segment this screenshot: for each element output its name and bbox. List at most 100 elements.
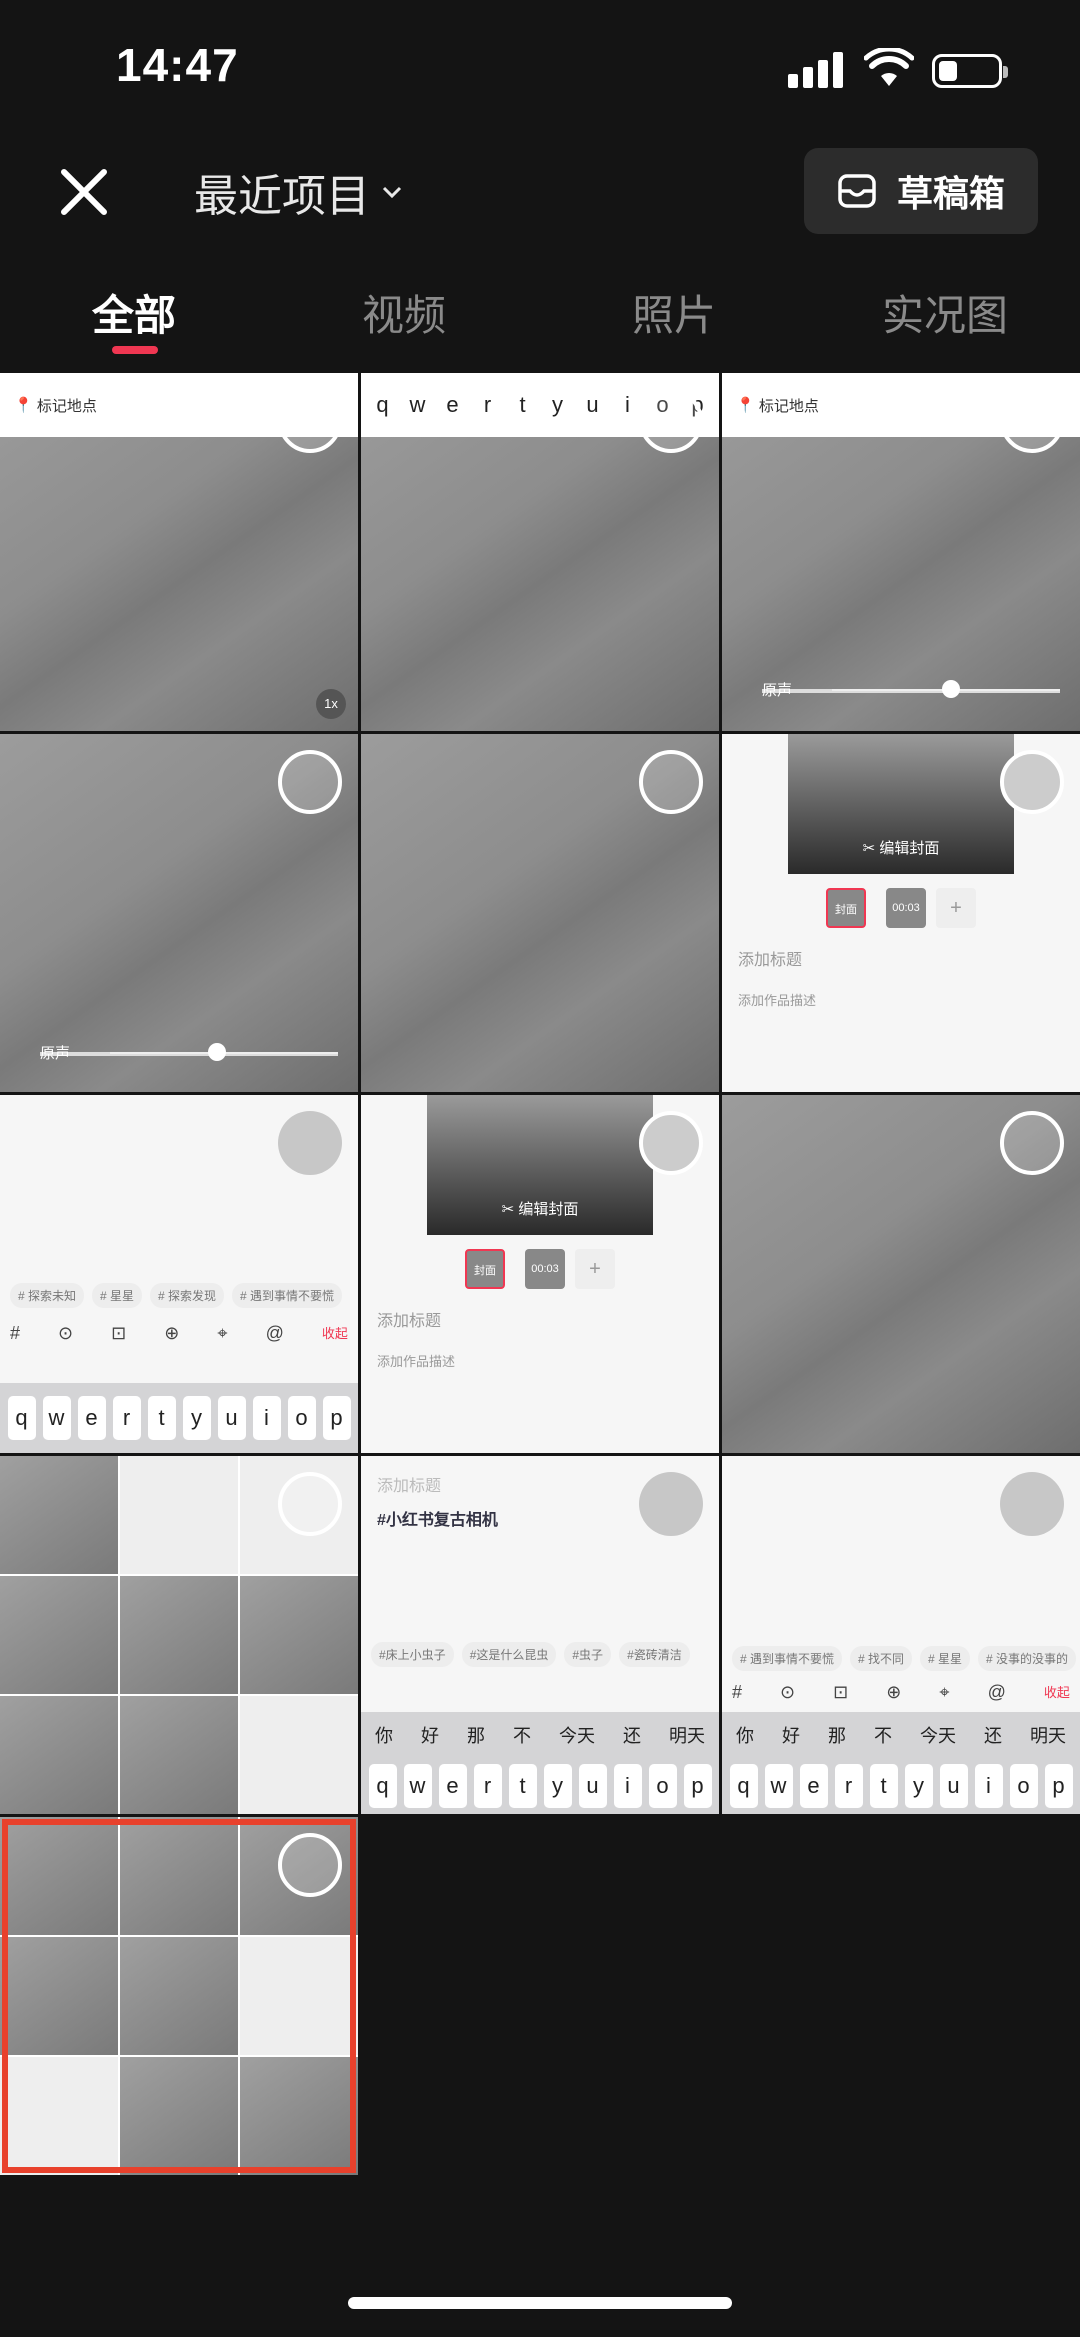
ime-candidate: 那	[467, 1726, 485, 1746]
tag-row: # 探索未知 # 星星 # 探索发现 # 遇到事情不要慌	[10, 1283, 343, 1308]
media-item[interactable]: q w e r t y u i o p	[361, 373, 719, 731]
key: y	[543, 383, 572, 427]
face-icon: ⊙	[58, 1323, 74, 1343]
select-circle[interactable]	[639, 750, 703, 814]
select-circle[interactable]	[639, 389, 703, 453]
select-circle[interactable]	[639, 1111, 703, 1175]
album-selector[interactable]: 最近项目	[194, 160, 404, 224]
media-item-highlighted[interactable]	[0, 1817, 358, 2175]
key: e	[77, 1396, 106, 1440]
media-item[interactable]	[722, 1095, 1080, 1453]
chevron-down-icon	[382, 186, 402, 199]
media-item[interactable]: 📍 标记地点 1x	[0, 373, 358, 731]
volume-slider: 原声	[40, 1043, 338, 1062]
key: w	[403, 383, 432, 427]
media-item[interactable]	[361, 734, 719, 1092]
editor-toolbar: # ⊙ ⊡ ⊕ ⌖ @ 收起	[732, 1682, 1070, 1703]
media-item[interactable]: # 探索未知 # 星星 # 探索发现 # 遇到事情不要慌 # ⊙ ⊡ ⊕ ⌖ @ 收起 q…	[0, 1095, 358, 1453]
key: t	[869, 1764, 898, 1808]
at-icon: @	[265, 1323, 284, 1343]
tab-photo[interactable]: 照片	[632, 292, 717, 339]
highlight-frame	[2, 1819, 356, 2173]
key: o	[287, 1396, 316, 1440]
select-circle[interactable]	[278, 1111, 342, 1175]
tag: #床上小虫子	[371, 1642, 454, 1667]
select-circle[interactable]	[278, 1472, 342, 1536]
ime-candidate: 明天	[1030, 1726, 1066, 1746]
key: y	[543, 1764, 572, 1808]
drafts-button[interactable]: 草稿箱	[804, 148, 1038, 234]
key: i	[613, 383, 642, 427]
tag: #这是什么昆虫	[461, 1642, 557, 1667]
key: o	[1009, 1764, 1038, 1808]
key: u	[578, 383, 607, 427]
ime-candidates: 你 好 那 不 今天 还 明天	[722, 1712, 1080, 1748]
media-item[interactable]: ✂ 编辑封面 封面 00:03 + 添加标题 添加作品描述	[361, 1095, 719, 1453]
key: e	[799, 1764, 828, 1808]
tag: # 星星	[920, 1646, 971, 1671]
ime-candidate: 不	[874, 1726, 892, 1746]
select-circle[interactable]	[278, 389, 342, 453]
ime-candidate: 今天	[920, 1726, 956, 1746]
media-item[interactable]: 原声	[0, 734, 358, 1092]
select-circle[interactable]	[1000, 750, 1064, 814]
key: i	[613, 1764, 642, 1808]
edit-cover-label: 编辑封面	[518, 1201, 579, 1218]
close-icon[interactable]	[56, 164, 112, 220]
tab-underline	[112, 346, 158, 354]
select-circle[interactable]	[278, 750, 342, 814]
ime-candidate: 不	[513, 1726, 531, 1746]
add-desc-label: 添加作品描述	[738, 993, 817, 1008]
location-label: 标记地点	[758, 397, 819, 415]
keyboard-row: q w e r t y u i o p	[722, 1758, 1080, 1814]
drafts-label: 草稿箱	[896, 173, 1005, 214]
key: u	[578, 1764, 607, 1808]
media-item[interactable]: ✂ 编辑封面 封面 00:03 + 添加标题 添加作品描述	[722, 734, 1080, 1092]
clip-thumb: 00:03	[886, 888, 926, 928]
select-circle[interactable]	[639, 1472, 703, 1536]
key: t	[508, 383, 537, 427]
tag: # 探索发现	[150, 1283, 225, 1308]
cellular-signal-icon	[788, 52, 843, 88]
edit-cover-label: 编辑封面	[879, 840, 940, 857]
tab-video[interactable]: 视频	[362, 292, 447, 339]
ime-candidate: 你	[375, 1726, 393, 1746]
collapse-label: 收起	[1043, 1685, 1070, 1700]
editor-toolbar: # ⊙ ⊡ ⊕ ⌖ @ 收起	[10, 1323, 348, 1344]
key: r	[834, 1764, 863, 1808]
slider-label: 原声	[762, 682, 793, 699]
key: e	[438, 383, 467, 427]
location-label: 标记地点	[36, 397, 97, 415]
key: w	[42, 1396, 71, 1440]
tag: #瓷砖清洁	[619, 1642, 690, 1667]
media-item[interactable]: 📍 标记地点 原声	[722, 373, 1080, 731]
select-circle[interactable]	[1000, 1111, 1064, 1175]
ime-candidates: 你 好 那 不 今天 还 明天	[361, 1712, 719, 1748]
keyboard-row: q w e r t y u i o p	[0, 1383, 358, 1453]
key: r	[112, 1396, 141, 1440]
keyboard-row: q w e r t y u i o p	[361, 1758, 719, 1814]
battery-icon	[932, 54, 1008, 88]
cover-thumb: 封面	[826, 888, 866, 928]
ime-candidate: 那	[828, 1726, 846, 1746]
scan-icon: ⊡	[833, 1682, 849, 1702]
select-circle[interactable]	[1000, 1472, 1064, 1536]
ime-keyboard: 你 好 那 不 今天 还 明天 q w e r t y u i o p	[722, 1712, 1080, 1814]
clip-thumb: 00:03	[525, 1249, 565, 1289]
ime-candidate: 明天	[669, 1726, 705, 1746]
ime-candidate: 好	[782, 1726, 800, 1746]
ime-candidate: 好	[421, 1726, 439, 1746]
select-circle[interactable]	[278, 1833, 342, 1897]
media-item[interactable]	[0, 1456, 358, 1814]
key: y	[904, 1764, 933, 1808]
ime-candidate: 还	[623, 1726, 641, 1746]
tab-all[interactable]: 全部	[92, 292, 177, 339]
tab-live-photo[interactable]: 实况图	[882, 292, 1009, 339]
cover-thumb: 封面	[465, 1249, 505, 1289]
key: u	[217, 1396, 246, 1440]
hashtag-icon: #	[732, 1682, 743, 1702]
media-item[interactable]: # 遇到事情不要慌 # 找不同 # 星星 # 没事的没事的 # ⊙ ⊡ ⊕ ⌖ @ 收起 …	[722, 1456, 1080, 1814]
select-circle[interactable]	[1000, 389, 1064, 453]
key: q	[368, 383, 397, 427]
media-item[interactable]: 添加标题 #小红书复古相机 #床上小虫子 #这是什么昆虫 #虫子 #瓷砖清洁 你…	[361, 1456, 719, 1814]
